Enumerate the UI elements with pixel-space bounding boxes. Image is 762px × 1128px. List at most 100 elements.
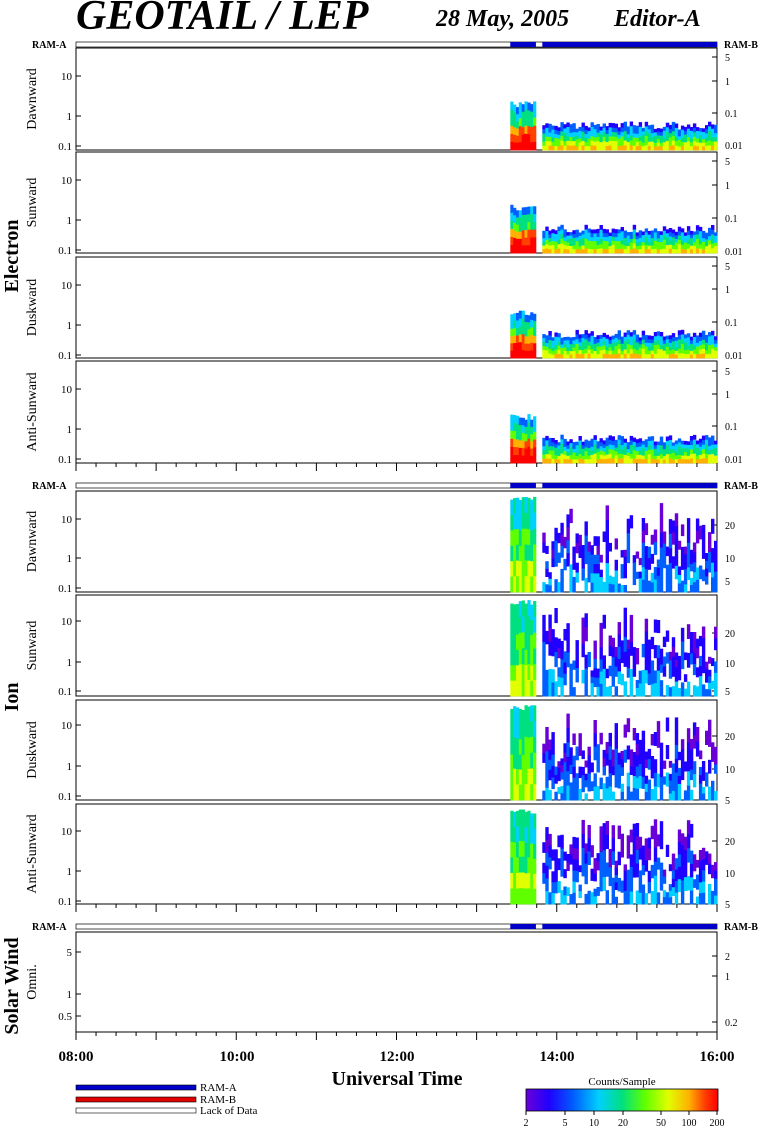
spectrogram-cell (596, 132, 600, 138)
spectrogram-cell (650, 582, 655, 593)
spectrogram-cell (530, 888, 534, 905)
spectrogram-cell (542, 334, 546, 339)
spectrogram-cell (560, 238, 564, 244)
spectrogram-cell (533, 496, 537, 514)
spectrogram-cell (590, 340, 594, 345)
spectrogram-cell (677, 146, 682, 151)
spectrogram-cell (644, 439, 649, 444)
spectrogram-cell (513, 604, 517, 620)
spectrogram-cell (665, 136, 670, 142)
spectrogram-cell (548, 789, 552, 801)
spectrogram-cell (560, 145, 564, 151)
spectrogram-cell (593, 640, 597, 651)
y-tick-label: 2 (725, 952, 730, 963)
spectrogram-cell (629, 766, 634, 775)
spectrogram-cell (701, 146, 706, 151)
spectrogram-cell (650, 454, 655, 459)
spectrogram-cell (701, 453, 706, 459)
spectrogram-cell (545, 244, 549, 249)
spectrogram-cell (617, 444, 621, 450)
spectrogram-cell (623, 336, 627, 342)
spectrogram-cell (680, 334, 685, 340)
spectrogram-cell (705, 137, 709, 143)
spectrogram-cell (626, 518, 631, 534)
spectrogram-cell (626, 348, 631, 354)
spectrogram-cell (554, 579, 558, 593)
spectrogram-cell (554, 146, 558, 151)
spectrogram-cell (692, 722, 697, 736)
spectrogram-cell (566, 785, 570, 801)
spectrogram-cell (548, 454, 552, 460)
spectrogram-cell (587, 142, 591, 147)
spectrogram-cell (656, 349, 661, 354)
spectrogram-cell (587, 248, 591, 254)
spectrogram-cell (563, 137, 567, 142)
spectrogram-cell (593, 453, 597, 459)
spectrogram-cell (596, 758, 600, 773)
spectrogram-cell (566, 771, 570, 786)
spectrogram-cell (572, 788, 576, 801)
spectrogram-cell (560, 641, 564, 651)
spectrogram-cell (653, 445, 658, 450)
spectrogram-cell (638, 237, 643, 243)
spectrogram-cell (608, 239, 612, 244)
spectrogram-cell (620, 550, 624, 558)
spectrogram-cell (530, 119, 534, 128)
spectrogram-cell (698, 446, 703, 452)
legend-swatch-ram-a (75, 1084, 197, 1091)
spectrogram-cell (575, 249, 579, 254)
spectrogram-cell (711, 128, 715, 134)
spectrogram-cell (683, 761, 688, 772)
spectrogram-cell (680, 451, 685, 456)
spectrogram-cell (629, 145, 634, 151)
spectrogram-cell (510, 438, 514, 448)
spectrogram-cell (521, 310, 525, 319)
spectrogram-cell (510, 125, 514, 135)
spectrogram-cell (581, 766, 585, 776)
spectrogram-cell (711, 864, 715, 872)
spectrogram-cell (711, 458, 715, 464)
spectrogram-cell (668, 793, 673, 801)
spectrogram-cell (683, 584, 688, 593)
spectrogram-cell (513, 431, 517, 440)
spectrogram-cell (689, 138, 694, 143)
spectrogram-cell (711, 239, 715, 245)
spectrogram-cell (527, 616, 531, 633)
spectrogram-cell (671, 233, 676, 238)
spectrogram-cell (572, 848, 576, 860)
spectrogram-cell (518, 326, 522, 335)
spectrogram-cell (668, 669, 673, 679)
spectrogram-cell (587, 240, 591, 246)
spectrogram-cell (620, 845, 624, 858)
spectrogram-cell (647, 436, 652, 442)
spectrogram-cell (689, 769, 694, 781)
y-tick-label: 5 (725, 367, 730, 378)
spectrogram-cell (581, 783, 585, 793)
spectrogram-cell (686, 530, 691, 544)
spectrogram-cell (647, 870, 652, 883)
spectrogram-cell (668, 562, 673, 578)
spectrogram-cell (513, 650, 517, 666)
spectrogram-cell (647, 231, 652, 236)
spectrogram-cell (572, 554, 576, 563)
spectrogram-cell (524, 101, 528, 110)
spectrogram-cell (614, 581, 618, 593)
spectrogram-cell (551, 141, 555, 147)
spectrogram-cell (551, 669, 555, 684)
spectrogram-cell (608, 236, 612, 240)
spectrogram-cell (581, 630, 585, 645)
spectrogram-cell (665, 454, 670, 459)
spectrogram-cell (593, 129, 597, 134)
spectrogram-cell (656, 683, 661, 697)
spectrogram-cell (530, 680, 534, 697)
spectrogram-cell (542, 532, 546, 543)
spectrogram-cell (650, 864, 655, 879)
spectrogram-cell (659, 765, 664, 778)
spectrogram-cell (605, 862, 609, 877)
spectrogram-cell (686, 459, 691, 464)
spectrogram-cell (705, 458, 709, 464)
spectrogram-cell (692, 231, 697, 236)
spectrogram-cell (617, 330, 621, 336)
spectrogram-cell (635, 788, 640, 801)
spectrogram-cell (695, 354, 700, 359)
